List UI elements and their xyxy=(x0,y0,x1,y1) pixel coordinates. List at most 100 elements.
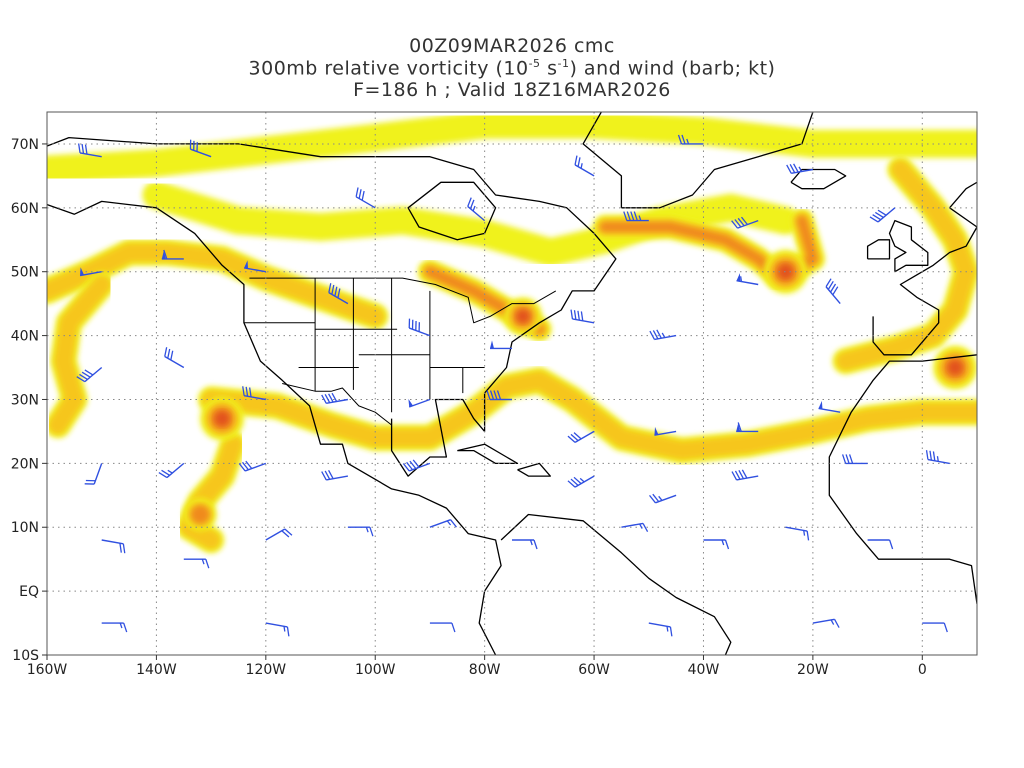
barb-feather xyxy=(418,322,421,332)
wind-barb xyxy=(512,539,538,550)
barb-half-feather xyxy=(579,477,585,483)
barb-staff xyxy=(654,334,677,341)
barb-staff xyxy=(265,528,286,541)
y-tick-label: 10S xyxy=(12,648,39,664)
barb-staff xyxy=(355,196,376,209)
wind-barb xyxy=(158,462,185,479)
barb-feather xyxy=(189,139,192,150)
barb-feather xyxy=(848,454,854,464)
barb-half-feather xyxy=(580,163,583,169)
barb-feather xyxy=(286,626,290,637)
barb-staff xyxy=(244,462,267,472)
barb-feather xyxy=(677,134,683,145)
wind-barb xyxy=(355,187,376,209)
barb-feather xyxy=(652,330,659,340)
barb-feather xyxy=(724,539,730,550)
barb-feather xyxy=(573,310,577,320)
vorticity-band-pacific-trough-west xyxy=(48,275,112,435)
wind-barb xyxy=(101,622,128,633)
barb-feather xyxy=(574,155,578,166)
barb-feather xyxy=(669,626,673,637)
wind-barb xyxy=(486,390,512,401)
barb-feather xyxy=(652,493,660,503)
barb-feather xyxy=(567,435,576,443)
wind-barb xyxy=(841,454,868,465)
barb-feather xyxy=(496,390,502,400)
y-tick-label: 60N xyxy=(11,201,39,217)
y-tick-label: 40N xyxy=(11,329,39,345)
coastline-2 xyxy=(407,181,497,241)
wind-barb xyxy=(189,139,212,158)
barb-feather xyxy=(193,140,195,151)
barb-feather xyxy=(324,394,331,404)
y-tick-label: 20N xyxy=(11,456,39,472)
wind-barb xyxy=(623,211,649,222)
y-tick-label: 50N xyxy=(11,265,39,281)
barb-feather xyxy=(334,286,338,297)
x-tick-label: 140W xyxy=(136,662,177,678)
barb-feather xyxy=(84,144,88,155)
barb-staff xyxy=(825,286,841,305)
x-tick-label: 0 xyxy=(918,662,927,678)
wind-barb xyxy=(77,143,102,158)
barb-feather xyxy=(832,286,839,296)
vorticity-max-atlantic-max xyxy=(778,264,793,280)
barb-feather xyxy=(577,157,581,167)
barb-half-feather xyxy=(686,138,690,145)
wind-barb xyxy=(84,463,103,485)
barb-half-feather xyxy=(446,520,452,526)
barb-feather xyxy=(789,164,796,174)
vorticity-band-subtropical-jet xyxy=(201,370,977,461)
barb-feather xyxy=(793,163,799,173)
vorticity-max-iberia-max xyxy=(947,360,963,375)
coastline-9 xyxy=(790,168,847,190)
barb-pennant xyxy=(408,398,413,408)
barb-feather xyxy=(167,348,171,359)
wind-barb xyxy=(408,318,431,337)
wind-barb xyxy=(736,422,759,433)
barb-staff xyxy=(791,168,814,175)
barb-feather xyxy=(570,478,579,486)
barb-feather xyxy=(77,143,81,153)
barb-feather xyxy=(337,288,341,298)
barb-feather xyxy=(786,164,792,174)
barb-feather xyxy=(493,390,498,400)
vorticity-band-atlantic-low xyxy=(600,215,818,284)
wind-barb xyxy=(648,622,673,637)
barb-feather xyxy=(681,134,686,145)
barb-feather xyxy=(248,387,252,397)
barb-staff xyxy=(101,539,124,545)
barb-feather xyxy=(649,330,656,340)
barb-staff xyxy=(467,205,486,222)
barb-feather xyxy=(469,199,475,209)
wind-barb xyxy=(703,539,730,550)
barb-feather xyxy=(81,144,85,154)
wind-barb xyxy=(328,283,349,305)
barb-feather xyxy=(409,460,417,469)
vorticity-band-arctic-band xyxy=(47,112,977,184)
vorticity-shading xyxy=(47,112,977,553)
barb-staff xyxy=(408,398,431,408)
wind-barb xyxy=(567,475,595,488)
barb-feather xyxy=(943,622,948,633)
title-line-2-prefix: 300mb relative vorticity (10 xyxy=(248,57,529,80)
barb-feather xyxy=(324,470,331,480)
barb-half-feather xyxy=(472,205,476,212)
barb-feather xyxy=(355,187,359,197)
barb-half-feather xyxy=(936,456,939,462)
barb-feather xyxy=(331,284,335,295)
x-tick-label: 120W xyxy=(246,662,287,678)
barb-feather xyxy=(580,311,584,321)
wind-barb xyxy=(79,267,102,277)
wind-barb xyxy=(567,430,595,444)
barb-feather xyxy=(358,189,362,199)
barb-feather xyxy=(170,350,174,361)
y-tick-label: EQ xyxy=(19,584,39,600)
barb-staff xyxy=(574,164,595,177)
barb-half-feather xyxy=(365,526,369,533)
barb-pennant xyxy=(736,423,741,432)
barb-staff xyxy=(265,622,288,628)
wind-barb xyxy=(736,273,759,286)
barb-feather xyxy=(740,216,748,225)
wind-barb xyxy=(786,163,814,175)
